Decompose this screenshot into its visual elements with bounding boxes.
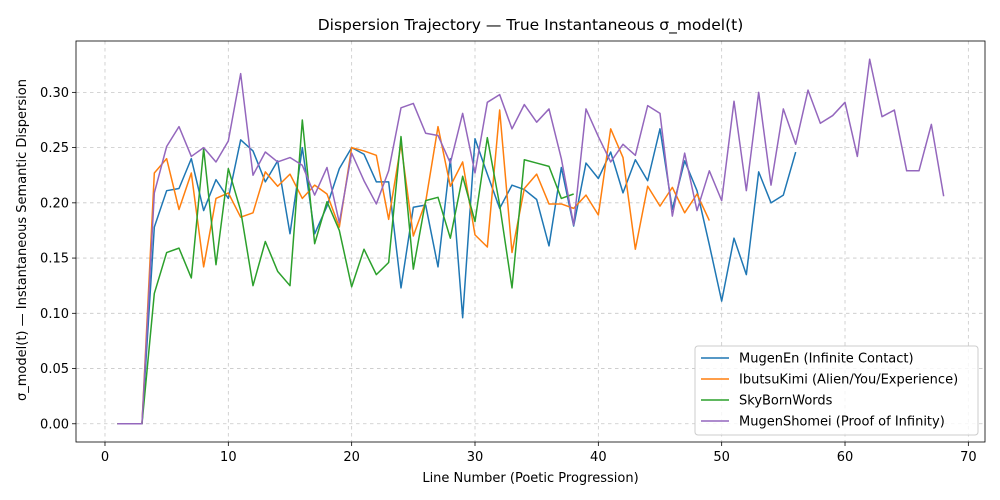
y-tick-label: 0.20 <box>40 196 69 211</box>
x-tick-label: 50 <box>713 450 730 465</box>
series-line-4 <box>117 58 945 425</box>
y-tick-label: 0.15 <box>40 252 69 267</box>
x-tick-label: 30 <box>467 450 484 465</box>
x-tick-label: 40 <box>590 450 607 465</box>
y-tick-label: 0.30 <box>40 86 69 101</box>
x-axis-ticks: 0 10 20 30 40 50 60 70 <box>101 442 977 465</box>
series-lines <box>117 58 945 425</box>
y-tick-label: 0.25 <box>40 141 69 156</box>
y-axis-ticks: 0.00 0.05 0.10 0.15 0.20 0.25 0.30 <box>40 86 76 432</box>
legend-label: MugenEn (Infinite Contact) <box>739 352 914 367</box>
legend-box <box>694 345 979 436</box>
x-tick-label: 10 <box>220 450 237 465</box>
x-tick-label: 60 <box>837 450 854 465</box>
y-tick-label: 0.05 <box>40 362 69 377</box>
legend-label: SkyBornWords <box>739 394 833 409</box>
x-axis-label: Line Number (Poetic Progression) <box>422 471 638 486</box>
y-axis-label: σ_model(t) — Instantaneous Semantic Disp… <box>15 79 30 401</box>
chart-title: Dispersion Trajectory — True Instantaneo… <box>318 16 744 35</box>
legend: MugenEn (Infinite Contact) IbutsuKimi (Al… <box>694 345 979 436</box>
x-tick-label: 70 <box>960 450 977 465</box>
series-line-1 <box>117 128 797 425</box>
legend-label: IbutsuKimi (Alien/You/Experience) <box>739 373 958 388</box>
x-tick-label: 20 <box>343 450 360 465</box>
legend-label: MugenShomei (Proof of Infinity) <box>739 415 945 430</box>
series-line-2 <box>117 109 711 425</box>
plot-frame <box>75 40 986 443</box>
y-tick-label: 0.10 <box>40 307 69 322</box>
x-tick-label: 0 <box>101 450 109 465</box>
y-tick-label: 0.00 <box>40 417 69 432</box>
series-line-3 <box>117 119 574 425</box>
